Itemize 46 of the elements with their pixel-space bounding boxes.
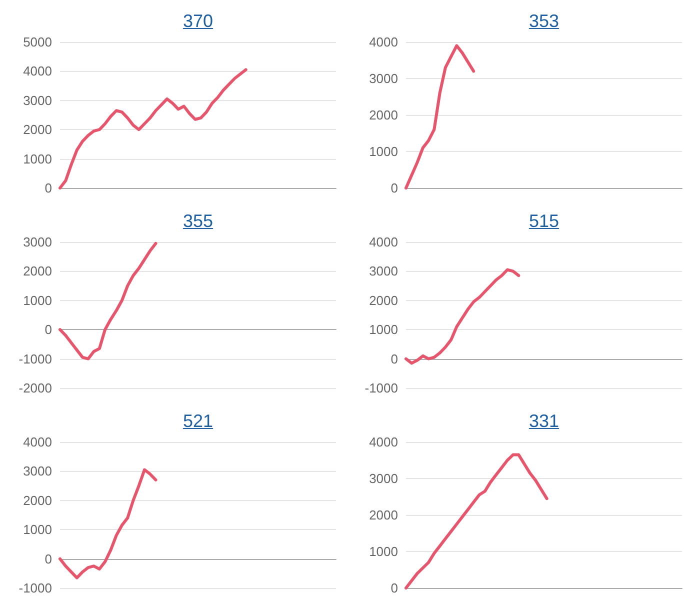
chart-title: 515 <box>528 210 560 233</box>
y-tick-label: -2000 <box>18 380 52 396</box>
y-tick-label: 0 <box>44 322 52 338</box>
y-tick-label: 0 <box>390 351 398 366</box>
y-tick-label: 1000 <box>369 544 398 559</box>
y-tick-label: 0 <box>44 180 52 196</box>
line-series <box>58 242 158 360</box>
y-tick-label: 4000 <box>369 434 398 450</box>
y-tick-label: 1000 <box>23 292 52 308</box>
chart-title: 331 <box>528 410 560 433</box>
y-tick-label: 3000 <box>23 92 52 108</box>
y-tick-label: 1000 <box>23 151 52 166</box>
y-tick-label: 3000 <box>369 71 398 86</box>
y-tick-label: -1000 <box>364 380 398 396</box>
y-tick-label: 2000 <box>23 264 52 279</box>
y-tick-label: 3000 <box>23 464 52 479</box>
y-tick-label: -1000 <box>18 580 52 596</box>
y-tick-label: 0 <box>44 551 52 566</box>
y-tick-label: 3000 <box>23 234 52 250</box>
line-series <box>404 453 548 590</box>
y-tick-label: 0 <box>390 580 398 596</box>
y-tick-label: 0 <box>390 180 398 196</box>
line-series <box>58 68 248 190</box>
chart-title: 355 <box>182 210 214 233</box>
y-tick-label: 4000 <box>23 64 52 79</box>
y-tick-label: 2000 <box>369 508 398 522</box>
y-tick-label: 2000 <box>369 292 398 308</box>
line-series <box>404 44 476 190</box>
y-tick-label: 1000 <box>369 322 398 338</box>
chart-title: 353 <box>528 10 560 33</box>
y-tick-label: 3000 <box>369 264 398 279</box>
y-tick-label: 2000 <box>23 492 52 508</box>
y-tick-label: 3000 <box>369 471 398 486</box>
y-tick-label: -1000 <box>18 351 52 366</box>
y-tick-label: 5000 <box>23 34 52 50</box>
y-tick-label: 2000 <box>369 108 398 122</box>
y-tick-label: 4000 <box>369 234 398 250</box>
y-tick-label: 1000 <box>23 522 52 538</box>
chart-title: 521 <box>182 410 214 433</box>
line-series <box>404 268 520 365</box>
y-tick-label: 2000 <box>23 122 52 138</box>
chart-title: 370 <box>182 10 214 33</box>
line-series <box>58 468 158 580</box>
y-tick-label: 1000 <box>369 144 398 159</box>
y-tick-label: 4000 <box>23 434 52 450</box>
y-tick-label: 4000 <box>369 34 398 50</box>
